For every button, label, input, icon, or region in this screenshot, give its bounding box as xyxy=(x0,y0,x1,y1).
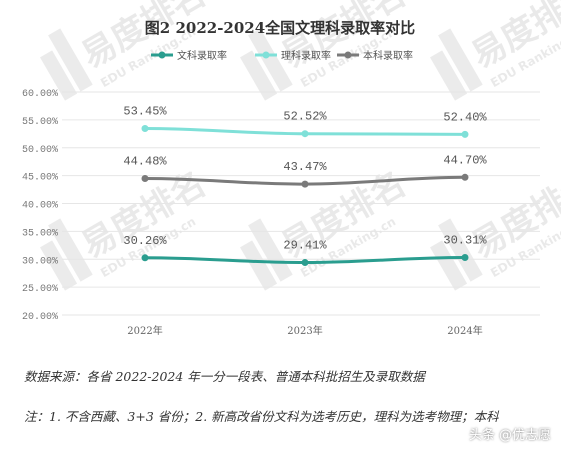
watermark-bar-icon xyxy=(48,28,93,92)
data-label: 52.52% xyxy=(283,110,327,124)
x-tick-label: 2023年 xyxy=(287,324,322,337)
data-label: 30.26% xyxy=(123,234,167,248)
source-note: 数据来源：各省 2022-2024 年一分一段表、普通本科批招生及录取数据 xyxy=(24,369,425,384)
credit-badge: 头条 @优志愿 xyxy=(468,428,551,443)
y-tick-label: 25.00% xyxy=(22,284,58,295)
y-tick-label: 55.00% xyxy=(22,117,58,128)
legend-item: 本科录取率 xyxy=(337,49,413,62)
legend-item: 文科录取率 xyxy=(151,49,227,62)
watermark-bar-icon xyxy=(430,240,468,291)
x-tick-label: 2022年 xyxy=(127,324,162,337)
data-point xyxy=(141,175,149,183)
data-label: 29.41% xyxy=(283,239,327,253)
legend-label: 理科录取率 xyxy=(281,49,331,62)
x-tick-label: 2024年 xyxy=(447,324,482,337)
legend: 文科录取率 理科录取率 本科录取率 xyxy=(151,49,413,62)
watermark-bar-icon xyxy=(40,50,78,101)
y-tick-label: 45.00% xyxy=(22,173,58,184)
data-label: 52.40% xyxy=(443,110,487,124)
legend-marker xyxy=(158,51,166,59)
data-label: 43.47% xyxy=(283,160,327,174)
x-axis: 2022年 2023年 2024年 xyxy=(127,324,482,337)
data-point xyxy=(301,259,309,267)
data-label: 44.48% xyxy=(123,155,167,169)
legend-label: 本科录取率 xyxy=(363,49,413,62)
watermark-bar-icon xyxy=(239,50,278,101)
data-point xyxy=(461,254,469,262)
legend-marker xyxy=(344,51,352,59)
data-point xyxy=(141,254,149,262)
data-point xyxy=(461,130,469,138)
watermark-bar-icon xyxy=(430,50,468,101)
watermark-text: 易度排名 xyxy=(465,164,561,267)
data-point xyxy=(301,130,309,138)
data-point xyxy=(141,125,149,133)
watermark-bar-icon xyxy=(438,28,483,92)
y-tick-label: 50.00% xyxy=(22,145,58,156)
watermark-bar-icon xyxy=(239,240,278,291)
y-tick-label: 40.00% xyxy=(22,201,58,212)
watermark-bar-icon xyxy=(248,218,293,282)
y-tick-label: 30.00% xyxy=(22,256,58,267)
data-label: 44.70% xyxy=(443,153,487,167)
data-label: 30.31% xyxy=(443,234,487,248)
watermark-bar-icon xyxy=(48,218,93,282)
y-tick-label: 20.00% xyxy=(22,312,58,323)
watermark-bar-icon xyxy=(40,240,78,291)
watermark-bar-icon xyxy=(438,218,483,282)
y-tick-label: 60.00% xyxy=(22,89,58,100)
data-label: 53.45% xyxy=(123,105,167,119)
data-point xyxy=(461,173,469,181)
footnote: 注：1. 不含西藏、3+3 省份；2. 新高改省份文科为选考历史，理科为选考物理… xyxy=(24,409,499,424)
series-layer: 30.26% 29.41% 30.31% 53.45% 52.52% 52.40% 44.4… xyxy=(123,105,487,267)
legend-item: 理科录取率 xyxy=(255,49,331,62)
legend-label: 文科录取率 xyxy=(177,49,227,62)
grid-lines xyxy=(62,91,540,316)
data-point xyxy=(301,180,309,188)
chart-title: 图2 2022-2024全国文理科录取率对比 xyxy=(145,19,415,37)
y-tick-label: 35.00% xyxy=(22,228,58,239)
watermark-bar-icon xyxy=(248,28,293,92)
legend-marker xyxy=(262,51,270,59)
y-axis: 20.00% 25.00% 30.00% 35.00% 40.00% 45.00% 50.0… xyxy=(22,89,58,323)
